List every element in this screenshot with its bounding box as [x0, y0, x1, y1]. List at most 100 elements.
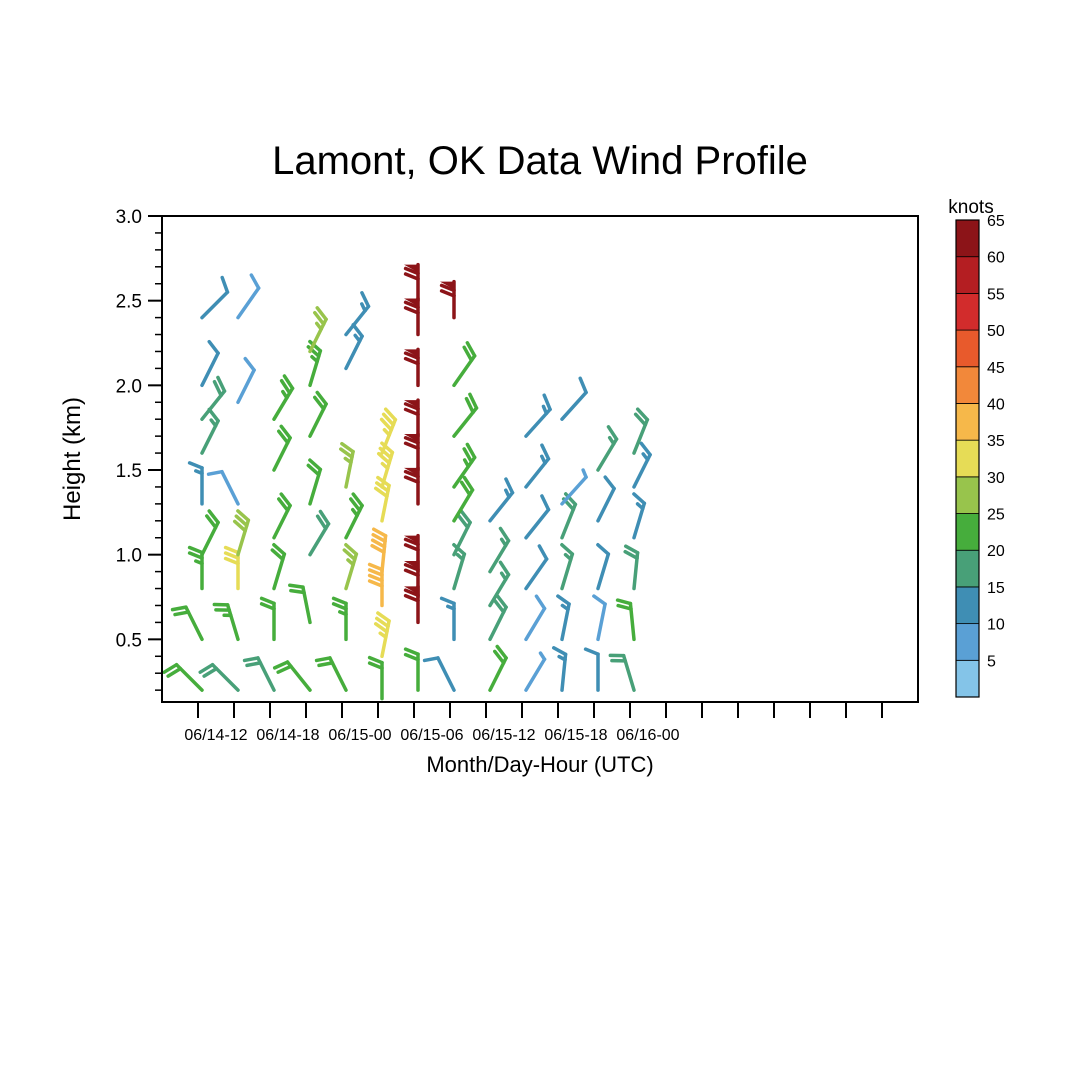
barb-full: [375, 616, 390, 629]
wind-barb: [314, 656, 348, 692]
barb-full: [187, 551, 204, 560]
wind-barb: [308, 390, 328, 438]
barb-full: [468, 392, 479, 410]
wind-barb: [524, 494, 551, 540]
barb-full: [232, 519, 247, 533]
x-tick-label: 06/15-00: [328, 727, 391, 744]
barb-full: [403, 436, 420, 445]
barb-half: [194, 469, 204, 476]
barb-half: [315, 321, 323, 331]
barb-full: [560, 543, 575, 556]
barb-full: [315, 514, 328, 531]
wind-barb: [592, 594, 607, 642]
barb-full: [308, 458, 323, 472]
barb-full: [403, 351, 420, 360]
barb-half: [541, 404, 549, 416]
x-tick-label: 06/14-12: [184, 727, 247, 744]
barb-full: [198, 662, 215, 674]
wind-barb: [439, 596, 456, 642]
wind-barb: [403, 466, 420, 506]
wind-barb: [379, 407, 398, 455]
y-tick-label: 0.5: [116, 630, 142, 651]
wind-barb: [187, 461, 204, 506]
barb-shaft: [236, 286, 261, 320]
barb-full: [351, 323, 364, 338]
wind-barb: [488, 477, 515, 523]
barb-half: [346, 558, 355, 567]
barb-full: [220, 275, 230, 294]
wind-barb: [422, 656, 456, 692]
wind-barb: [560, 468, 588, 506]
barb-full: [452, 543, 467, 556]
barb-full: [223, 551, 240, 560]
barb-full: [242, 656, 260, 663]
legend-swatch: [955, 659, 980, 698]
barb-full: [306, 463, 321, 477]
barb-shaft: [200, 351, 220, 388]
barb-full: [212, 379, 223, 398]
plot-frame: [161, 215, 919, 703]
wind-barb: [200, 375, 227, 421]
barb-half: [581, 468, 588, 479]
barb-pennant: [404, 586, 418, 595]
barb-full: [331, 602, 348, 611]
wind-barb: [488, 644, 508, 692]
y-tick-label: 2.5: [116, 292, 142, 313]
barb-full: [439, 289, 456, 298]
wind-barb: [403, 398, 420, 438]
barb-full: [351, 492, 364, 508]
wind-barb: [524, 443, 551, 489]
barb-full: [635, 407, 650, 422]
barb-full: [367, 661, 384, 670]
barb-full: [540, 494, 551, 512]
legend-label: 35: [987, 433, 1005, 450]
barb-full: [403, 306, 420, 315]
wind-barb: [596, 475, 616, 523]
barb-half: [281, 389, 289, 400]
barb-half: [382, 427, 391, 437]
legend-label: 25: [987, 507, 1005, 524]
wind-barb: [452, 543, 467, 591]
barb-full: [465, 341, 477, 358]
barb-half: [504, 488, 511, 499]
barb-half: [563, 552, 573, 562]
wind-barb: [339, 441, 355, 489]
wind-barb: [551, 646, 568, 692]
barb-pennant: [404, 561, 418, 569]
wind-barb: [488, 526, 511, 574]
wind-barb: [212, 602, 240, 642]
x-tick-label: 06/15-12: [472, 727, 535, 744]
wind-barb: [524, 594, 547, 642]
barb-shaft: [596, 486, 616, 523]
x-tick-label: 06/14-18: [256, 727, 319, 744]
wind-barb: [524, 651, 547, 692]
barb-half: [455, 552, 465, 562]
barb-full: [207, 339, 220, 355]
legend-swatch: [955, 623, 980, 661]
legend-swatch: [955, 256, 980, 294]
barb-full: [331, 596, 348, 606]
wind-barb: [615, 598, 636, 642]
barb-full: [403, 300, 420, 310]
wind-barb: [403, 432, 420, 472]
legend-swatch: [955, 586, 980, 625]
barb-full: [272, 660, 290, 670]
barb-full: [288, 583, 305, 589]
barb-full: [367, 655, 384, 665]
wind-barb: [583, 647, 600, 692]
barb-full: [606, 425, 619, 441]
barb-full: [313, 395, 326, 411]
x-tick-label: 06/15-06: [400, 727, 463, 744]
wind-barb: [200, 339, 220, 388]
barb-full: [551, 646, 568, 657]
barb-full: [403, 272, 420, 281]
legend-label: 60: [987, 250, 1005, 267]
barb-full: [206, 469, 224, 476]
barb-half: [641, 452, 650, 462]
barb-pennant: [404, 349, 418, 358]
barb-full: [314, 656, 332, 663]
wind-barb: [308, 306, 328, 354]
wind-barb: [632, 441, 652, 489]
wind-barb: [623, 544, 640, 591]
